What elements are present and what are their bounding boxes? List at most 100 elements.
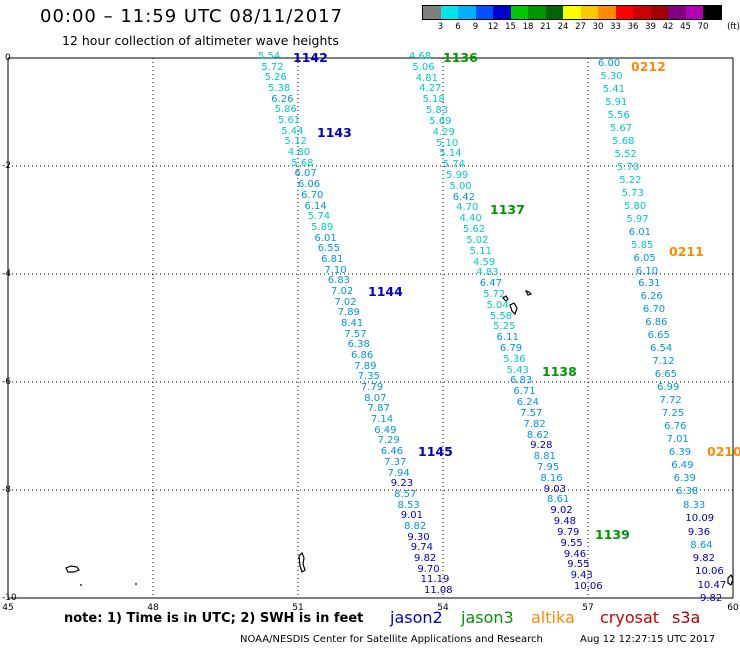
jason2-swh-value: 6.81 bbox=[321, 253, 344, 265]
jason2-swh-value: 7.14 bbox=[370, 414, 394, 426]
jason2-swh-value: 6.70 bbox=[301, 189, 324, 201]
scale-tick-label: 3 bbox=[437, 22, 444, 32]
jason3-swh-value: 5.83 bbox=[425, 105, 449, 117]
altika-swh-value: 10.06 bbox=[695, 566, 724, 578]
jason3-swh-value: 5.99 bbox=[446, 169, 469, 181]
jason3-swh-value: 6.24 bbox=[516, 397, 540, 409]
altika-swh-value: 6.26 bbox=[640, 291, 663, 303]
jason3-swh-value: 5.25 bbox=[493, 321, 516, 333]
jason3-swh-value: 9.48 bbox=[553, 516, 577, 528]
jason3-swh-value: 6.47 bbox=[479, 278, 502, 290]
scale-swatch bbox=[650, 6, 668, 19]
scale-swatch bbox=[528, 6, 546, 19]
scale-tick-label: 12 bbox=[487, 22, 499, 32]
jason3-swh-value: 5.72 bbox=[483, 288, 506, 300]
jason3-swh-value: 8.62 bbox=[526, 429, 550, 441]
altika-swh-value: 5.22 bbox=[619, 174, 642, 186]
color-scale: 3 6 9 12 15 18 21 24 27 30 33 36 39 42 45 70 (ft) bbox=[422, 5, 740, 32]
jason3-swh-value: 9.55 bbox=[560, 537, 583, 549]
jason3-swh-value: 4.29 bbox=[432, 126, 455, 138]
jason2-swh-value: 11.19 bbox=[420, 574, 450, 586]
altika-swh-value: 5.52 bbox=[614, 148, 637, 160]
jason3-swh-value: 5.62 bbox=[462, 224, 486, 236]
jason2-swh-value: 7.35 bbox=[357, 371, 380, 383]
scale-tick-label: 18 bbox=[522, 22, 534, 32]
scale-tick-label: 36 bbox=[627, 22, 639, 32]
jason3-swh-value: 8.61 bbox=[547, 494, 570, 506]
legend-jason2: jason2 bbox=[390, 608, 443, 627]
altika-swh-value: 6.99 bbox=[657, 382, 680, 394]
jason3-swh-value: 5.11 bbox=[469, 245, 492, 257]
altika-swh-value: 6.39 bbox=[673, 473, 696, 485]
jason2-swh-value: 6.55 bbox=[317, 243, 341, 255]
jason3-swh-value: 7.82 bbox=[523, 418, 546, 430]
jason2-swh-value: 5.38 bbox=[267, 83, 291, 95]
legend-s3a: s3a bbox=[672, 608, 701, 627]
jason3-swh-value: 4.59 bbox=[472, 256, 496, 268]
jason2-swh-value: 7.02 bbox=[334, 296, 357, 308]
jason2-swh-value: 7.94 bbox=[387, 467, 410, 479]
scale-swatch bbox=[440, 6, 458, 19]
altika-swh-value: 6.10 bbox=[635, 265, 659, 277]
altika-swh-value: 6.05 bbox=[633, 252, 656, 264]
altika-swh-value: 8.64 bbox=[690, 539, 713, 551]
scale-tick-label: 27 bbox=[575, 22, 586, 32]
jason2-swh-value: 6.26 bbox=[271, 93, 294, 105]
jason2-swh-value: 5.89 bbox=[311, 221, 334, 233]
scale-tick-label: 39 bbox=[645, 22, 656, 32]
island-outline bbox=[65, 565, 80, 573]
scale-swatch bbox=[580, 6, 598, 19]
scale-tick-label: 30 bbox=[592, 22, 604, 32]
jason3-swh-value: 4.40 bbox=[459, 213, 482, 225]
altika-swh-value: 9.36 bbox=[687, 526, 711, 538]
x-tick-label: 54 bbox=[437, 603, 449, 613]
altika-swh-value: 8.33 bbox=[683, 500, 706, 511]
footer-timestamp: Aug 12 12:27:15 UTC 2017 bbox=[580, 634, 716, 645]
pass-label: 1145 bbox=[418, 444, 453, 459]
jason2-swh-value: 5.54 bbox=[258, 51, 281, 62]
altika-swh-value: 6.54 bbox=[650, 343, 673, 355]
jason3-swh-value: 6.11 bbox=[496, 332, 519, 344]
pass-label: 1136 bbox=[443, 50, 478, 65]
scale-swatch bbox=[615, 6, 633, 19]
jason3-swh-value: 9.55 bbox=[567, 559, 590, 571]
scale-swatch bbox=[563, 6, 581, 19]
island-outline bbox=[727, 573, 734, 586]
altika-swh-value: 5.56 bbox=[607, 109, 630, 121]
jason2-swh-value: 7.89 bbox=[354, 360, 377, 372]
altika-swh-value: 9.82 bbox=[700, 593, 723, 604]
altika-swh-value: 5.70 bbox=[616, 161, 640, 173]
jason2-swh-value: 6.46 bbox=[380, 446, 404, 458]
jason2-swh-value: 5.61 bbox=[277, 115, 301, 127]
jason2-swh-value: 8.07 bbox=[364, 392, 387, 404]
jason2-swh-value: 6.01 bbox=[314, 232, 337, 244]
jason2-swh-value: 5.68 bbox=[291, 157, 314, 169]
jason3-swh-value: 9.79 bbox=[557, 526, 580, 538]
scale-tick-label: 9 bbox=[472, 22, 479, 32]
altika-swh-value: 5.41 bbox=[602, 83, 625, 95]
x-tick-label: 60 bbox=[727, 603, 739, 613]
jason3-swh-value: 9.03 bbox=[543, 483, 566, 495]
y-tick-label: -2 bbox=[2, 161, 11, 171]
island-outline bbox=[524, 289, 533, 296]
altika-swh-value: 5.85 bbox=[631, 239, 654, 251]
jason2-swh-value: 7.89 bbox=[337, 307, 360, 319]
altika-swh-value: 5.97 bbox=[626, 213, 649, 225]
altika-swh-value: 6.31 bbox=[638, 278, 661, 290]
y-tick-label: -8 bbox=[2, 485, 11, 495]
scale-tick-label: 45 bbox=[680, 22, 691, 32]
jason3-swh-value: 4.81 bbox=[415, 72, 438, 84]
jason3-swh-value: 5.14 bbox=[439, 148, 462, 160]
jason3-swh-value: 9.28 bbox=[530, 440, 553, 452]
jason3-swh-value: 5.04 bbox=[486, 299, 509, 311]
jason2-swh-value: 9.30 bbox=[407, 531, 430, 543]
altika-swh-value: 6.00 bbox=[598, 58, 621, 69]
altika-swh-value: 10.47 bbox=[697, 579, 727, 591]
jason2-swh-value: 5.86 bbox=[274, 104, 297, 116]
jason2-swh-value: 7.37 bbox=[384, 456, 407, 468]
jason2-swh-value: 7.79 bbox=[360, 382, 384, 394]
scale-swatch bbox=[545, 6, 563, 19]
jason2-swh-value: 5.72 bbox=[261, 61, 284, 73]
jason3-swh-value: 5.06 bbox=[412, 61, 435, 73]
y-tick-label: 0 bbox=[5, 53, 11, 63]
